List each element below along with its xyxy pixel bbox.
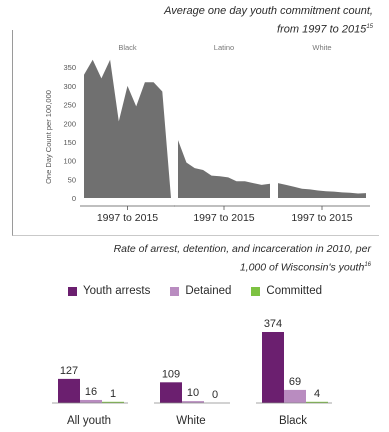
y-tick-label: 200	[63, 119, 76, 128]
x-range-label: 1997 to 2015	[97, 212, 158, 224]
legend-label-youth-arrests: Youth arrests	[83, 285, 151, 297]
bar-legend: Youth arrests Detained Committed	[68, 285, 342, 297]
y-tick-label: 250	[63, 101, 76, 110]
legend-swatch-youth-arrests	[68, 286, 77, 296]
bar-value-label: 374	[264, 318, 282, 330]
bar-value-label: 10	[187, 387, 199, 399]
area-series-white	[278, 183, 366, 198]
area-title-line-2: from 1997 to 2015	[277, 23, 367, 36]
area-chart-panel	[12, 30, 379, 236]
y-axis-label: One Day Count per 100,000	[44, 90, 53, 184]
bar-committed	[306, 401, 328, 403]
area-chart-title: Average one day youth commitment count, …	[33, 3, 373, 38]
bar-detained	[182, 401, 204, 403]
bar-value-label: 127	[60, 365, 78, 377]
bar-category-label: All youth	[67, 415, 111, 427]
bar-value-label: 16	[85, 386, 97, 398]
y-tick-label: 150	[63, 138, 76, 147]
bar-value-label: 109	[162, 368, 180, 380]
area-panel-label: Latino	[214, 43, 234, 52]
y-tick-label: 100	[63, 157, 76, 166]
bar-value-label: 69	[289, 376, 301, 388]
bar-detained	[284, 389, 306, 403]
legend-label-detained: Detained	[185, 285, 232, 297]
bar-value-label: 0	[212, 389, 218, 401]
bar-detained	[80, 399, 102, 403]
y-tick-label: 300	[63, 82, 76, 91]
bar-value-label: 4	[314, 388, 320, 400]
legend-swatch-detained	[170, 286, 180, 296]
area-series-latino	[178, 140, 270, 198]
x-range-label: 1997 to 2015	[291, 212, 352, 224]
bar-committed	[102, 401, 124, 403]
bar-value-label: 1	[110, 388, 116, 400]
x-range-label: 1997 to 2015	[193, 212, 254, 224]
bar-title-line-2: 1,000 of Wisconsin's youth	[239, 261, 365, 274]
bar-youth-arrests	[262, 332, 284, 403]
area-panel-label: White	[312, 43, 331, 52]
legend-label-committed: Committed	[266, 285, 322, 297]
bar-youth-arrests	[58, 378, 80, 403]
area-title-footnote: 15	[366, 24, 373, 30]
bar-title-footnote: 16	[364, 262, 371, 268]
bar-youth-arrests	[160, 382, 182, 403]
bar-title-line-1: Rate of arrest, detention, and incarcera…	[113, 243, 371, 255]
legend-item-youth-arrests: Youth arrests	[68, 285, 150, 297]
legend-item-detained: Detained	[170, 285, 231, 297]
bar-chart-title: Rate of arrest, detention, and incarcera…	[11, 241, 371, 276]
y-tick-label: 50	[68, 175, 76, 184]
legend-swatch-committed	[251, 286, 261, 296]
legend-item-committed: Committed	[251, 285, 322, 297]
bar-category-label: White	[176, 415, 205, 427]
y-tick-label: 350	[63, 63, 76, 72]
y-tick-label: 0	[72, 194, 76, 203]
area-title-line-1: Average one day youth commitment count,	[164, 5, 373, 17]
bar-category-label: Black	[279, 415, 307, 427]
area-series-black	[84, 59, 171, 199]
area-panel-label: Black	[118, 43, 137, 52]
